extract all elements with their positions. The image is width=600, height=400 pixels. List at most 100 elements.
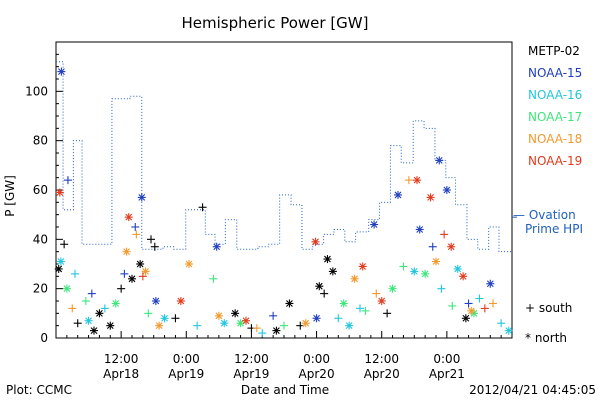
x-tick-time-label: 0:00 xyxy=(303,352,330,366)
data-point xyxy=(461,314,470,323)
x-tick-time-label: 12:00 xyxy=(364,352,399,366)
data-point xyxy=(301,319,310,328)
data-point xyxy=(269,311,278,320)
data-point xyxy=(252,324,261,333)
ovation-legend-label-2: Prime HPI xyxy=(525,222,583,236)
y-axis-label: P [GW] xyxy=(3,175,17,217)
data-point xyxy=(323,255,332,264)
data-point xyxy=(171,314,180,323)
marker-legend-entry: + south xyxy=(525,301,572,315)
data-point xyxy=(258,329,267,338)
legend-entry: NOAA-18 xyxy=(528,132,582,146)
data-point xyxy=(57,67,66,76)
data-point xyxy=(160,314,169,323)
data-point xyxy=(334,314,343,323)
data-point xyxy=(124,213,133,222)
data-point xyxy=(137,193,146,202)
y-tick-label: 20 xyxy=(33,282,48,296)
data-point xyxy=(117,284,126,293)
data-point xyxy=(377,297,386,305)
data-point xyxy=(315,282,324,291)
x-tick-time-label: 12:00 xyxy=(234,352,269,366)
data-point xyxy=(453,264,462,273)
data-point xyxy=(100,304,109,313)
data-point xyxy=(480,304,489,313)
data-points xyxy=(54,67,513,338)
data-point xyxy=(68,304,77,313)
data-point xyxy=(84,316,93,325)
data-point xyxy=(150,242,159,251)
marker-legend-entry: * north xyxy=(525,331,567,345)
data-point xyxy=(350,274,359,283)
data-point xyxy=(361,306,370,315)
ovation-legend-label: — Ovation xyxy=(513,208,576,222)
x-tick-date-label: Apr20 xyxy=(299,367,335,381)
data-point xyxy=(404,176,413,185)
data-point xyxy=(383,309,392,318)
data-point xyxy=(242,316,250,325)
data-point xyxy=(489,299,497,308)
data-point xyxy=(144,309,153,318)
data-point xyxy=(467,306,476,315)
y-axis-ticks: 0 20 40 60 80 100 xyxy=(25,53,63,345)
y-tick-label: 100 xyxy=(25,84,48,98)
data-point xyxy=(272,326,281,335)
data-point xyxy=(63,176,72,185)
data-point xyxy=(428,242,437,251)
data-point xyxy=(95,309,104,318)
data-point xyxy=(73,319,82,328)
data-point xyxy=(214,311,223,320)
data-point xyxy=(459,272,468,281)
data-point xyxy=(285,299,294,308)
data-point xyxy=(209,274,218,283)
data-point xyxy=(415,225,424,234)
data-point xyxy=(151,297,160,305)
data-point xyxy=(87,289,96,298)
data-point xyxy=(504,326,513,335)
data-point xyxy=(147,235,155,244)
legend-entry: NOAA-15 xyxy=(528,66,582,80)
x-tick-time-label: 0:00 xyxy=(433,352,460,366)
data-point xyxy=(448,301,457,310)
x-axis-ticks: 12:00Apr180:00Apr1912:00Apr190:00Apr2012… xyxy=(66,331,513,381)
data-point xyxy=(131,223,140,231)
data-point xyxy=(155,321,164,330)
data-point xyxy=(56,257,65,266)
data-point xyxy=(138,272,147,281)
data-point xyxy=(486,279,495,288)
x-tick-date-label: Apr21 xyxy=(429,367,465,381)
data-point xyxy=(198,203,207,212)
data-point xyxy=(437,284,446,293)
data-point xyxy=(339,299,348,308)
data-point xyxy=(394,190,402,199)
ovation-legend: — Ovation Prime HPI xyxy=(512,208,583,236)
data-point xyxy=(193,321,202,330)
data-point xyxy=(128,274,136,283)
data-point xyxy=(141,267,150,276)
legend-entry: METP-02 xyxy=(528,44,580,58)
data-point xyxy=(475,294,484,303)
data-point xyxy=(312,314,321,323)
footer-timestamp: 2012/04/21 04:45:05 xyxy=(469,383,596,397)
x-tick-date-label: Apr20 xyxy=(364,367,400,381)
y-tick-label: 40 xyxy=(33,232,48,246)
legend-entry: NOAA-16 xyxy=(528,88,582,102)
data-point xyxy=(328,267,337,276)
data-point xyxy=(132,230,141,239)
data-point xyxy=(231,309,240,318)
data-point xyxy=(421,269,430,278)
data-point xyxy=(220,319,229,328)
data-point xyxy=(136,260,145,268)
y-tick-label: 0 xyxy=(40,331,48,345)
data-point xyxy=(280,321,288,330)
data-point xyxy=(62,284,71,293)
x-axis-label: Date and Time xyxy=(241,383,329,397)
data-point xyxy=(320,289,329,298)
data-point xyxy=(185,260,193,268)
x-tick-date-label: Apr19 xyxy=(233,367,269,381)
data-point xyxy=(356,304,364,313)
x-tick-date-label: Apr19 xyxy=(168,367,204,381)
data-point xyxy=(120,269,129,278)
data-point xyxy=(122,247,131,256)
data-point xyxy=(358,262,367,271)
